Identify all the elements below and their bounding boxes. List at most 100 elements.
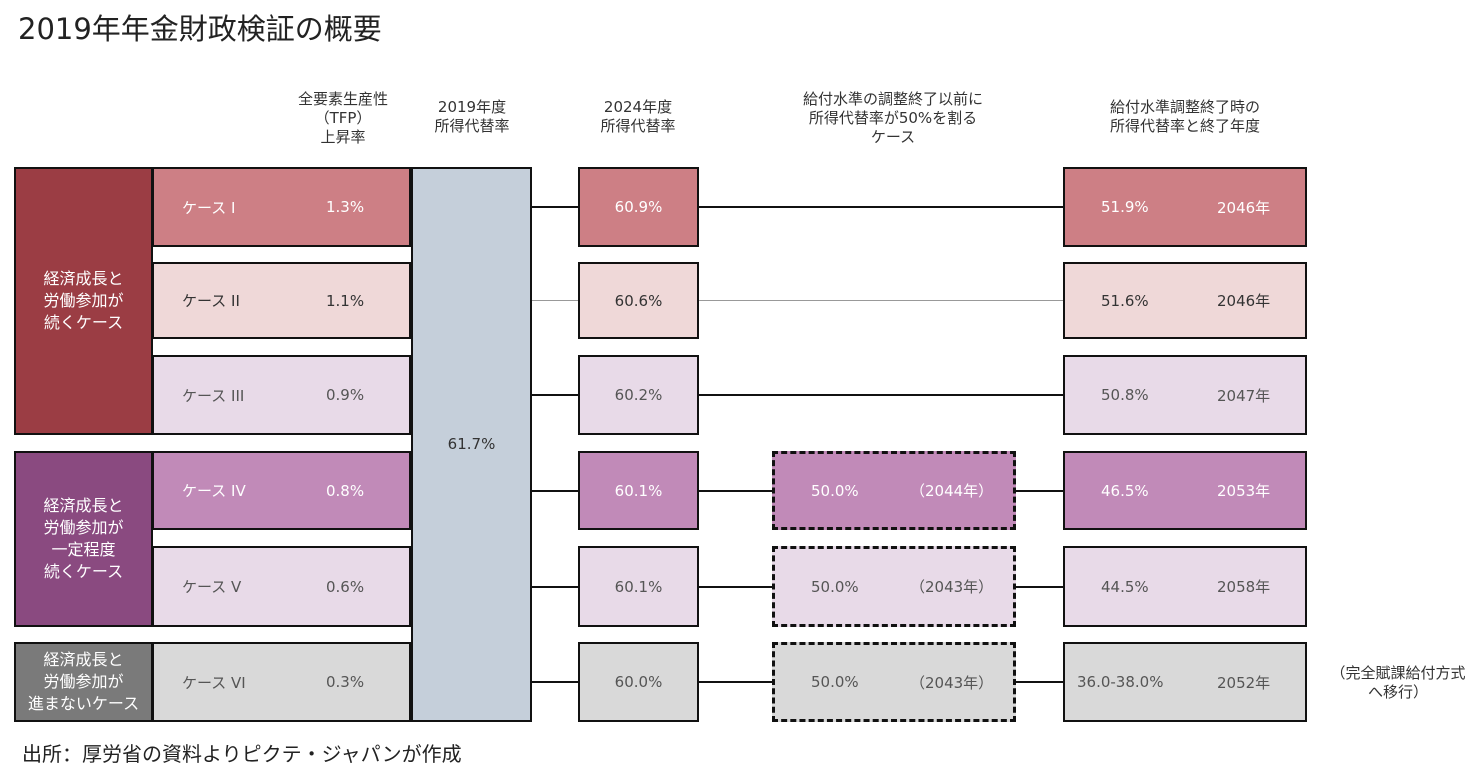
case6-note: （完全賦課給付方式 へ移行） [1313,664,1482,702]
below50-rate: 50.0% [811,481,859,500]
rate-2024-value: 60.1% [614,577,663,596]
case-row: ケース VI 0.3% [153,642,411,722]
group-label-text: 経済成長と 労働参加が 続くケース [43,268,123,334]
final-year: 2047年 [1217,386,1271,405]
source-note: 出所：厚労省の資料よりピクテ・ジャパンが作成 [22,742,462,766]
connector-line [699,681,772,683]
note-line: （完全賦課給付方式 [1330,664,1466,682]
final-box: 50.8% 2047年 [1063,355,1307,435]
final-box: 36.0-38.0% 2052年 [1063,642,1307,722]
final-rate: 44.5% [1101,577,1149,596]
final-year: 2052年 [1217,673,1271,692]
below50-year: （2044年） [910,482,994,500]
case-row: ケース IV 0.8% [153,451,411,530]
case-name: ケース IV [182,482,246,500]
tfp-rate: 0.8% [326,481,365,500]
group-label-line: 続くケース [43,313,124,332]
connector-line [532,206,578,208]
final-box: 44.5% 2058年 [1063,546,1307,627]
final-rate: 50.8% [1101,386,1149,404]
connector-line [1016,489,1063,492]
rate-2019-bar: 61.7% [411,167,532,722]
header-line: 全要素生産性 [297,90,388,108]
connector-line [699,585,772,588]
final-year: 2046年 [1217,198,1271,217]
below50-rate: 50.0% [811,577,859,596]
connector-line [532,585,578,588]
header-line: 上昇率 [320,128,366,146]
group-label: 経済成長と労働参加が一定程度続くケース [14,451,153,627]
header-2019: 2019年度 所得代替率 [402,98,542,136]
group-label-line: 経済成長と [43,496,124,515]
rate-2024-value: 60.1% [614,481,663,500]
case-name: ケース II [182,292,240,310]
group-label-text: 経済成長と 労働参加が 進まないケース [28,649,139,715]
header-line: 所得代替率と終了年度 [1109,117,1260,135]
final-rate: 46.5% [1101,481,1149,500]
header-line: ケース [870,128,916,146]
final-box: 51.6% 2046年 [1063,262,1307,339]
group-label-line: 経済成長と [43,650,124,669]
rate-2024-value: 60.0% [614,673,663,691]
header-2024: 2024年度 所得代替率 [568,98,708,136]
header-below50: 給付水準の調整終了以前に 所得代替率が50%を割る ケース [773,90,1013,147]
group-label-line: 労働参加が [43,518,124,537]
header-line: 所得代替率 [434,117,510,135]
header-final: 給付水準調整終了時の 所得代替率と終了年度 [1065,98,1305,136]
connector-line [532,394,578,396]
page-title: 2019年年金財政検証の概要 [18,12,382,46]
case-row: ケース II 1.1% [153,262,411,339]
final-box: 51.9% 2046年 [1063,167,1307,247]
case-name: ケース I [182,198,236,217]
rate-2024-value: 60.6% [614,291,663,310]
header-line: 給付水準の調整終了以前に [802,90,983,108]
header-line: 給付水準調整終了時の [1109,98,1260,116]
group-label: 経済成長と 労働参加が 続くケース [14,167,153,435]
below50-box: 50.0% （2044年） [772,451,1016,530]
header-line: 2024年度 [603,98,673,116]
group-label-line: 続くケース [43,562,124,581]
group-label-line: 一定程度 [51,540,116,559]
rate-2024-value: 60.2% [614,386,663,404]
connector-line [699,394,1063,396]
connector-line [532,681,578,683]
rate-2024-box: 60.1% [578,451,699,530]
final-rate: 51.9% [1101,198,1149,216]
final-year: 2058年 [1217,578,1271,596]
tfp-rate: 0.3% [326,673,365,691]
header-line: 所得代替率が50%を割る [808,109,978,127]
final-year: 2053年 [1217,482,1271,500]
rate-2024-box: 60.0% [578,642,699,722]
tfp-rate: 0.6% [326,577,365,596]
note-line: へ移行） [1367,683,1428,701]
below50-year: （2043年） [910,673,994,692]
tfp-rate: 0.9% [326,386,365,404]
header-line: （TFP） [314,109,372,127]
case-row: ケース I 1.3% [153,167,411,247]
rate-2019-value: 61.7% [447,435,496,453]
case-name: ケース VI [182,673,246,692]
case-name: ケース V [182,578,242,596]
rate-2024-box: 60.6% [578,262,699,339]
tfp-rate: 1.3% [326,198,365,216]
case-row: ケース III 0.9% [153,355,411,435]
header-line: 所得代替率 [600,117,676,135]
below50-rate: 50.0% [811,673,859,691]
rate-2024-box: 60.9% [578,167,699,247]
tfp-rate: 1.1% [326,291,365,310]
group-label-line: 経済成長と [43,269,124,288]
below50-year: （2043年） [910,578,994,596]
connector-line [699,206,1063,208]
group-label: 経済成長と 労働参加が 進まないケース [14,642,153,722]
final-box: 46.5% 2053年 [1063,451,1307,530]
connector-line [699,299,1063,301]
connector-line [532,299,578,301]
header-line: 2019年度 [437,98,507,116]
case-row: ケース V 0.6% [153,546,411,627]
connector-line [532,489,578,492]
case-name: ケース III [182,386,245,405]
rate-2024-box: 60.1% [578,546,699,627]
connector-line [1016,585,1063,588]
header-tfp: 全要素生産性 （TFP） 上昇率 [273,90,413,147]
group-label-text: 経済成長と労働参加が一定程度続くケース [43,495,123,583]
